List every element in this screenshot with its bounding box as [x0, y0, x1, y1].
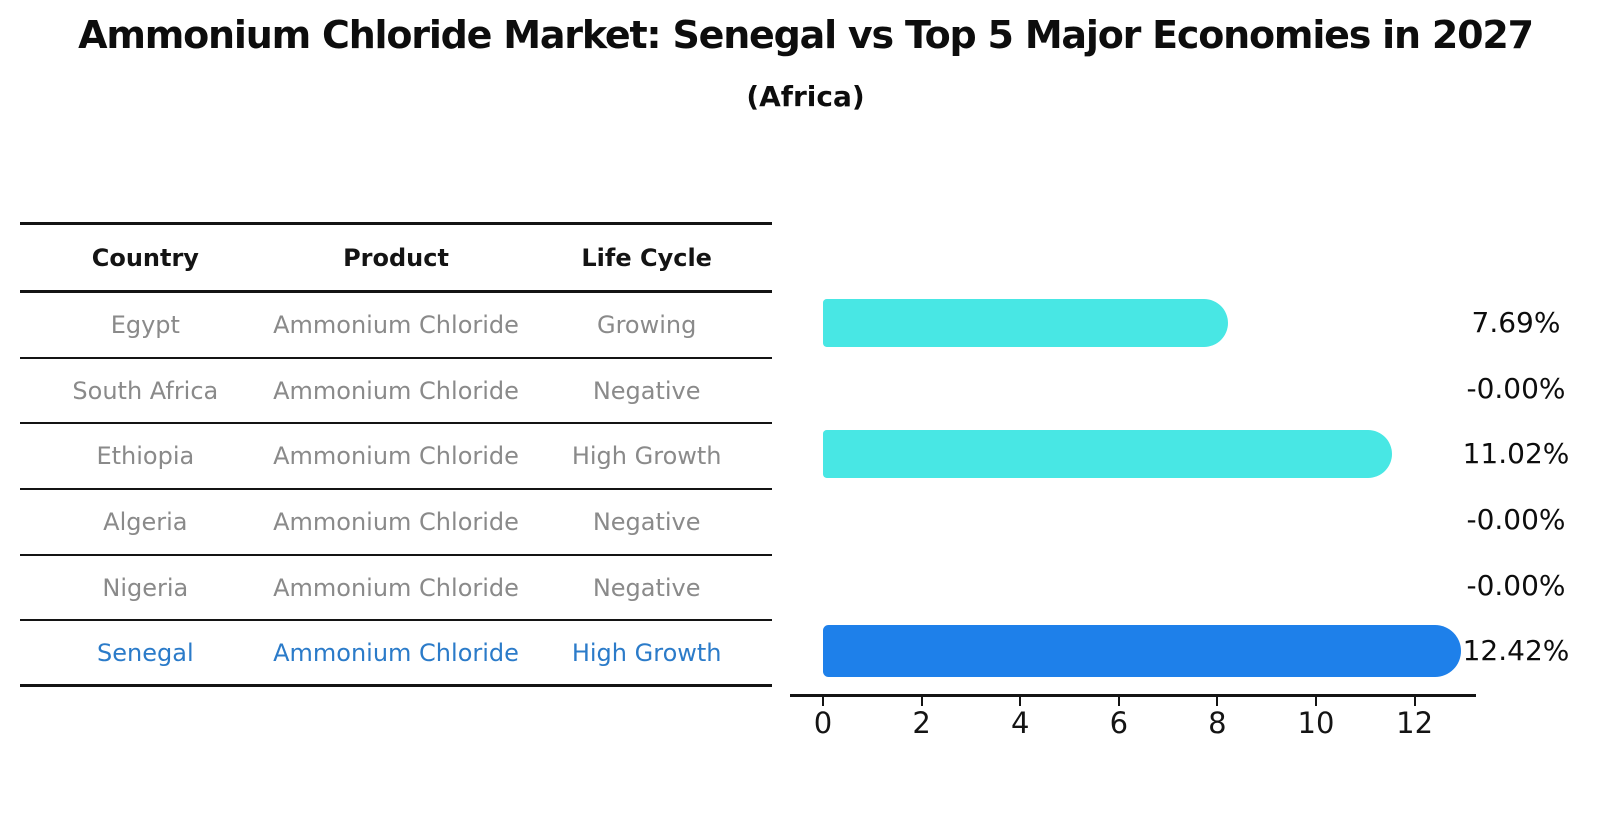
cell-product: Ammonium Chloride [273, 638, 519, 667]
table-row-ethiopia: Ethiopia Ammonium Chloride High Growth [20, 424, 772, 491]
cell-product: Ammonium Chloride [273, 573, 519, 602]
x-axis-ticklabel-2: 2 [912, 706, 931, 740]
cell-country: Senegal [97, 638, 194, 667]
value-label-egypt: 7.69% [1471, 305, 1561, 339]
bar-senegal [823, 625, 1462, 678]
column-header-country: Country [91, 243, 199, 272]
bar-egypt [823, 298, 1229, 347]
cell-life-cycle: Growing [596, 310, 697, 339]
x-axis-ticklabel-6: 6 [1109, 706, 1129, 740]
x-axis-tick-10 [1315, 697, 1317, 706]
table-row-algeria: Algeria Ammonium Chloride Negative [20, 490, 772, 556]
value-label-ethiopia: 11.02% [1462, 437, 1570, 471]
column-header-life-cycle: Life Cycle [581, 243, 712, 272]
chart-subtitle: (Africa) [746, 80, 865, 113]
table-row-nigeria: Nigeria Ammonium Chloride Negative [20, 556, 772, 622]
cell-product: Ammonium Chloride [273, 507, 519, 536]
cell-country: Egypt [110, 310, 180, 339]
cell-product: Ammonium Chloride [273, 442, 519, 471]
cell-life-cycle: High Growth [571, 442, 722, 471]
cell-country: Nigeria [102, 573, 189, 602]
cell-product: Ammonium Chloride [273, 310, 519, 339]
value-label-algeria: -0.00% [1466, 502, 1566, 536]
cell-life-cycle: Negative [592, 507, 701, 536]
cell-country: South Africa [72, 376, 219, 405]
x-axis-tick-2 [920, 697, 923, 706]
value-label-senegal: 12.42% [1462, 634, 1570, 668]
x-axis-ticklabel-4: 4 [1010, 706, 1030, 740]
x-axis-ticklabel-12: 12 [1396, 706, 1434, 740]
table-header-row: Country Product Life Cycle [20, 225, 772, 293]
country-table: Country Product Life Cycle Egypt Ammonium Ch… [20, 222, 772, 688]
value-label-south-africa: -0.00% [1466, 371, 1566, 405]
table-row-south-africa: South Africa Ammonium Chloride Negative [20, 359, 772, 425]
cell-life-cycle: Negative [592, 573, 701, 602]
x-axis-line [790, 694, 1476, 697]
x-axis-ticklabel-0: 0 [813, 706, 833, 740]
x-axis-tick-12 [1413, 697, 1416, 706]
table-row-egypt: Egypt Ammonium Chloride Growing [20, 293, 772, 359]
bar-ethiopia [823, 430, 1393, 479]
x-axis-tick-0 [822, 697, 824, 706]
x-axis-tick-4 [1019, 697, 1022, 706]
cell-life-cycle: Negative [592, 376, 701, 405]
cell-country: Algeria [103, 507, 188, 536]
column-header-product: Product [343, 243, 449, 272]
chart-title: Ammonium Chloride Market: Senegal vs Top… [78, 13, 1534, 57]
x-axis-ticklabel-8: 8 [1208, 706, 1227, 740]
value-label-nigeria: -0.00% [1466, 568, 1566, 602]
cell-country: Ethiopia [96, 442, 195, 471]
table-row-senegal: Senegal Ammonium Chloride High Growth [20, 621, 772, 688]
x-axis-tick-6 [1117, 697, 1120, 706]
cell-product: Ammonium Chloride [273, 376, 519, 405]
x-axis-ticklabel-10: 10 [1297, 706, 1335, 740]
cell-life-cycle: High Growth [571, 638, 722, 667]
x-axis-tick-8 [1216, 697, 1219, 706]
